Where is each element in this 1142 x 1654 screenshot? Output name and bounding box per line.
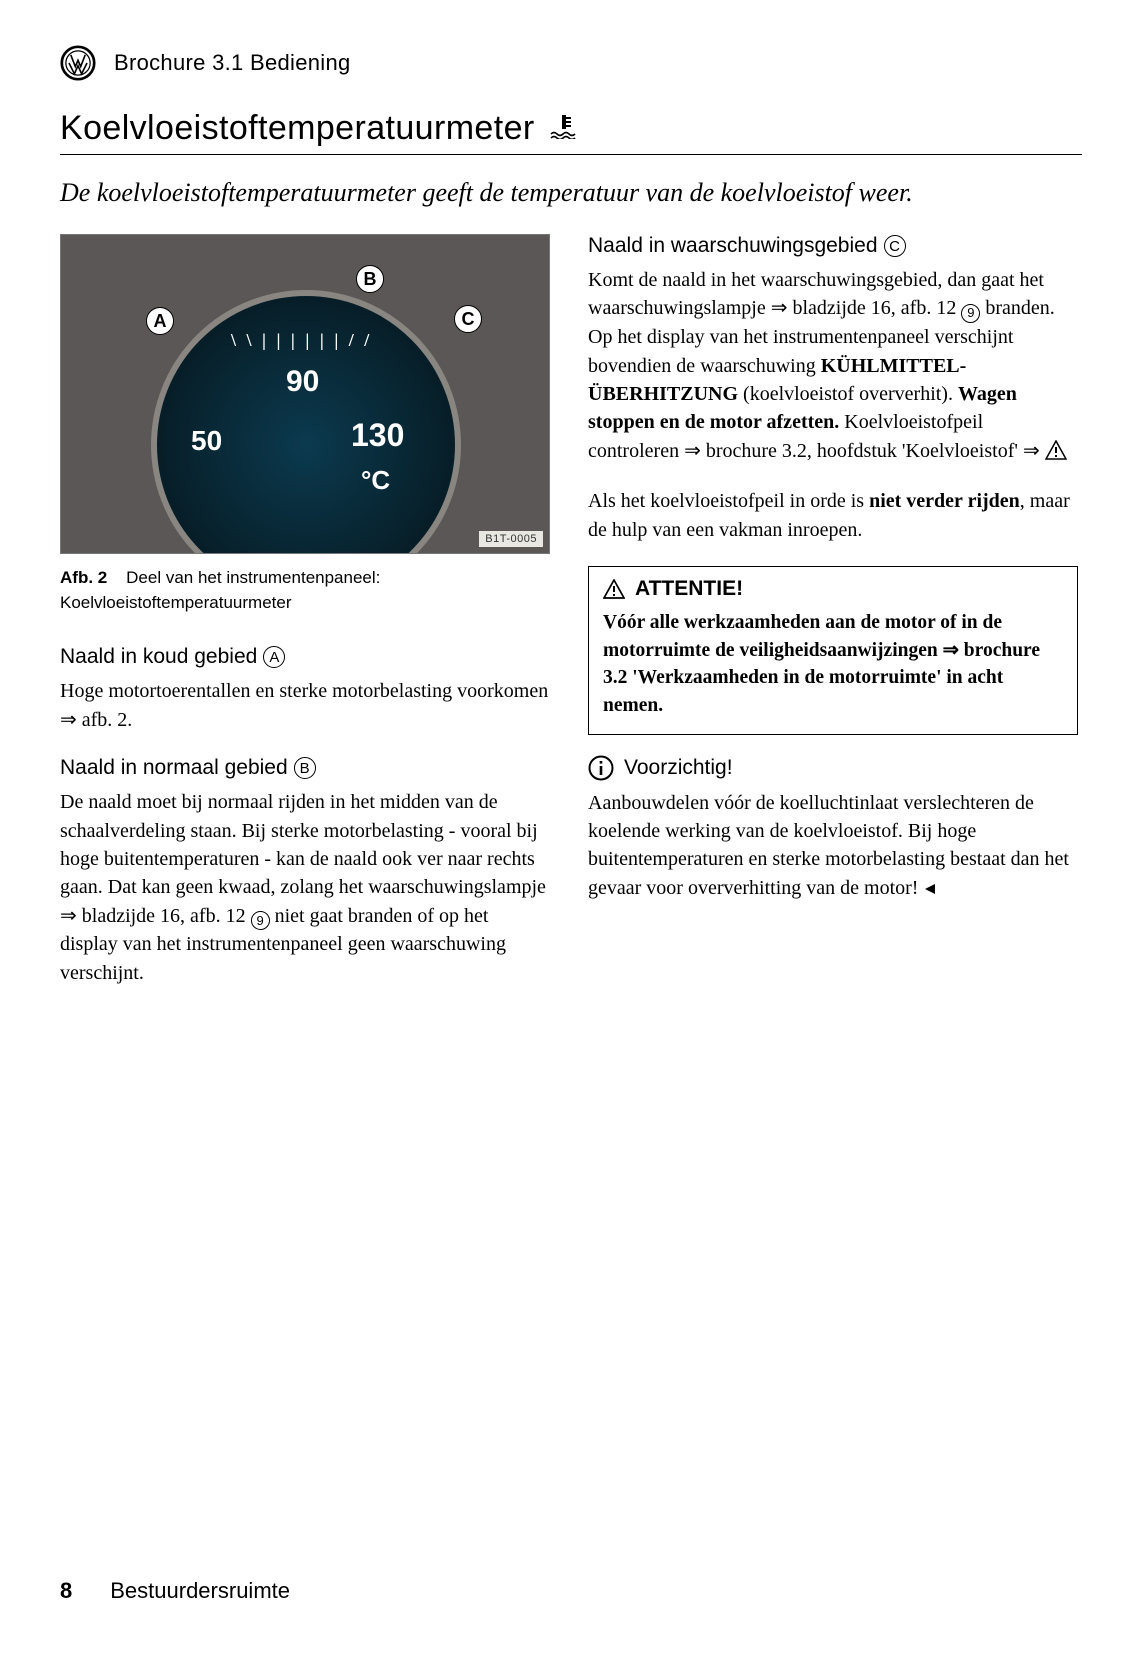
- gauge-figure: \ \ | | | | | | / / 50 90 130 °C A B C B…: [60, 234, 550, 554]
- heading-normal-zone: Naald in normaal gebied B: [60, 756, 550, 780]
- page-subtitle: De koelvloeistoftemperatuurmeter geeft d…: [60, 175, 1082, 210]
- image-ref-code: B1T-0005: [479, 531, 543, 547]
- callout-c: C: [454, 305, 482, 333]
- marker-a: A: [263, 646, 285, 668]
- attention-heading: ATTENTIE!: [603, 577, 1063, 601]
- figure-label: Afb. 2: [60, 568, 107, 587]
- right-column: Naald in waarschuwingsgebied C Komt de n…: [588, 234, 1078, 924]
- vw-logo-icon: [60, 45, 96, 81]
- brochure-label: Brochure 3.1 Bediening: [114, 50, 351, 76]
- paragraph-cold: Hoge motortoerentallen en sterke motorbe…: [60, 677, 550, 734]
- coolant-temp-icon: [549, 115, 579, 139]
- gauge-mark-50: 50: [191, 425, 222, 457]
- gauge-mark-130: 130: [351, 417, 404, 454]
- warning-triangle-icon: [603, 579, 625, 599]
- page-title: Koelvloeistoftemperatuurmeter: [60, 109, 535, 148]
- page-footer: 8 Bestuurdersruimte: [60, 1578, 290, 1604]
- figure-caption-text: Deel van het instrumentenpaneel: Koelvlo…: [60, 568, 380, 612]
- heading-warning-title: Naald in waarschuwingsgebied: [588, 234, 878, 258]
- attention-body: Vóór alle werkzaamheden aan de motor of …: [603, 609, 1063, 720]
- paragraph-warning-2: Als het koelvloeistofpeil in orde is nie…: [588, 487, 1078, 544]
- ref-9-icon: 9: [251, 911, 270, 930]
- heading-cold-zone: Naald in koud gebied A: [60, 645, 550, 669]
- left-column: \ \ | | | | | | / / 50 90 130 °C A B C B…: [60, 234, 550, 1009]
- warning-triangle-icon: [1045, 440, 1067, 460]
- paragraph-warning-1: Komt de naald in het waarschuwingsgebied…: [588, 266, 1078, 465]
- caution-label: Voorzichtig!: [624, 756, 733, 780]
- marker-c: C: [884, 235, 906, 257]
- paragraph-caution: Aanbouwdelen vóór de koelluchtinlaat ver…: [588, 789, 1078, 903]
- attention-label: ATTENTIE!: [635, 577, 743, 601]
- title-row: Koelvloeistoftemperatuurmeter: [60, 109, 1082, 155]
- gauge-mark-90: 90: [286, 365, 319, 399]
- page-header: Brochure 3.1 Bediening: [60, 45, 1082, 81]
- ref-9-icon-b: 9: [961, 304, 980, 323]
- content-columns: \ \ | | | | | | / / 50 90 130 °C A B C B…: [60, 234, 1082, 1009]
- page-number: 8: [60, 1578, 72, 1604]
- figure-caption: Afb. 2 Deel van het instrumentenpaneel: …: [60, 566, 550, 615]
- callout-a: A: [146, 307, 174, 335]
- footer-section: Bestuurdersruimte: [110, 1578, 290, 1604]
- gauge-unit: °C: [361, 465, 390, 496]
- caution-heading: Voorzichtig!: [588, 755, 1078, 781]
- paragraph-normal: De naald moet bij normaal rijden in het …: [60, 788, 550, 987]
- heading-normal-title: Naald in normaal gebied: [60, 756, 288, 780]
- heading-cold-title: Naald in koud gebied: [60, 645, 257, 669]
- gauge-image: \ \ | | | | | | / / 50 90 130 °C A B C B…: [60, 234, 550, 554]
- end-triangle-icon: [923, 882, 937, 896]
- marker-b: B: [294, 757, 316, 779]
- callout-b: B: [356, 265, 384, 293]
- attention-box: ATTENTIE! Vóór alle werkzaamheden aan de…: [588, 566, 1078, 735]
- heading-warning-zone: Naald in waarschuwingsgebied C: [588, 234, 1078, 258]
- info-circle-icon: [588, 755, 614, 781]
